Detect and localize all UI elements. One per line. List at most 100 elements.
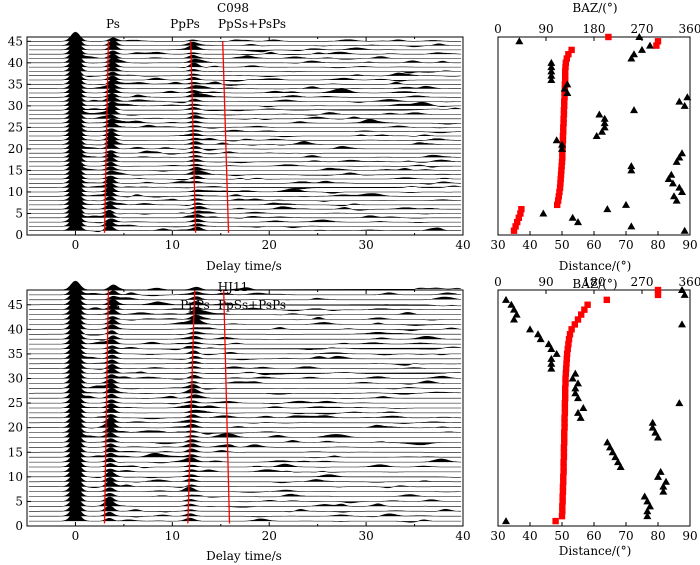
rf-trace [28,150,462,164]
distance-marker [565,335,573,343]
distance-marker [557,171,565,178]
baz-tick-label: 90 [538,22,553,36]
distance-marker [603,296,610,304]
plot-frame [26,289,464,527]
y-tick-label: 45 [8,298,23,312]
baz-marker [547,359,556,367]
rf-trace [28,372,462,385]
baz-marker [510,315,518,323]
y-tick-label: 35 [8,77,23,91]
y-tick-label: 20 [8,142,23,156]
distance-tick-label: 60 [586,238,601,252]
baz-marker [539,209,548,217]
baz-tick-label: 180 [583,275,606,289]
baz-marker [608,448,617,456]
distance-marker [555,193,562,200]
rf-trace [28,398,462,409]
distance-marker [554,201,561,209]
plot-frame [497,36,691,236]
rf-trace [28,441,462,453]
baz-marker [563,88,572,96]
rf-trace [28,108,462,120]
distance-marker [574,316,582,323]
distance-marker [556,184,564,191]
rf-trace [28,314,462,326]
rf-trace [28,181,462,194]
distance-marker [560,444,568,451]
rf-trace [28,221,462,233]
rf-trace [28,191,462,202]
rf-trace [28,78,462,90]
baz-marker [547,345,556,352]
baz-marker [502,517,510,525]
baz-marker [512,310,521,318]
baz-marker [616,463,625,470]
baz-marker [683,93,692,101]
rf-trace [28,425,462,438]
baz-marker [603,205,612,213]
rf-trace [28,142,462,155]
distance-marker [561,414,568,422]
distance-marker [571,321,578,328]
baz-marker [510,305,518,313]
distance-marker [562,394,569,402]
rf-trace [28,402,462,415]
baz-marker [547,58,556,66]
baz-marker [547,71,556,79]
baz-marker [672,157,681,165]
rf-trace [28,496,462,508]
baz-marker [627,54,636,62]
baz-marker [680,290,689,298]
distance-tick-label: 90 [682,529,697,543]
baz-marker [576,413,585,421]
rf-trace [28,43,462,56]
x-axis-label-bottom: Delay time/s [206,549,282,563]
rf-trace [28,368,462,380]
distance-marker [561,409,569,417]
rf-trace [28,133,462,146]
y-tick-label: 5 [15,494,23,508]
y-tick-label: 10 [8,185,23,199]
baz-marker [675,183,684,191]
distance-tick-label: 80 [650,529,665,543]
x-tick-label: 30 [358,529,373,543]
distance-marker [653,42,660,49]
distance-marker [558,162,565,170]
distance-marker [562,375,569,382]
rf-trace [28,176,462,190]
baz-marker [574,218,582,226]
rf-trace [28,87,462,98]
distance-tick-label: 40 [522,238,537,252]
rf-trace [28,156,462,168]
rf-trace [28,476,462,489]
distance-marker [561,81,569,88]
baz-marker [638,45,646,53]
distance-marker [561,94,568,101]
rf-trace [28,436,462,448]
rf-trace [28,387,462,399]
distance-marker [563,350,571,358]
baz-tick-label: 360 [679,22,700,36]
rf-trace [28,168,462,181]
distance-marker [564,345,571,353]
baz-marker [600,123,609,131]
y-tick-label: 30 [8,99,23,113]
rf-trace [28,309,462,321]
baz-marker [507,300,516,308]
distance-marker [557,180,564,187]
distance-tick-label: 90 [682,238,697,252]
distance-tick-label: 80 [650,238,665,252]
rf-trace [28,202,462,215]
distance-tick-label: 30 [490,238,505,252]
distance-marker [562,370,570,377]
rf-trace [28,480,462,493]
baz-marker [568,374,577,382]
y-tick-label: 40 [8,56,23,70]
phase-curve [223,289,231,524]
rf-trace [28,99,462,112]
baz-marker [547,354,556,362]
distance-marker [556,188,563,196]
rf-trace [28,422,462,435]
y-tick-label: 40 [8,322,23,336]
distance-baz-plot-bottom: 30 40 50 60 70 80 90 0 90 180 270 360 [490,275,700,543]
